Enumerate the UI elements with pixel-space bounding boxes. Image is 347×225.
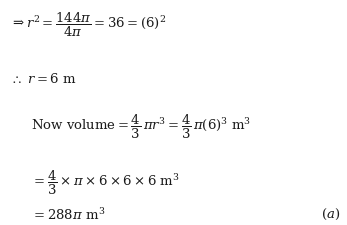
Text: $\mathrm{Now\ volume} = \dfrac{4}{3}\,\pi r^3 = \dfrac{4}{3}\,\pi(6)^3\ \mathrm{: $\mathrm{Now\ volume} = \dfrac{4}{3}\,\p… — [31, 112, 252, 141]
Text: $= \dfrac{4}{3} \times \pi \times 6 \times 6 \times 6\ \mathrm{m}^3$: $= \dfrac{4}{3} \times \pi \times 6 \tim… — [31, 169, 180, 197]
Text: $\Rightarrow r^2 = \dfrac{144\pi}{4\pi} = 36 = (6)^2$: $\Rightarrow r^2 = \dfrac{144\pi}{4\pi} … — [10, 11, 167, 39]
Text: $(a)$: $(a)$ — [321, 207, 340, 222]
Text: $= 288\pi\ \mathrm{m}^3$: $= 288\pi\ \mathrm{m}^3$ — [31, 207, 105, 223]
Text: $\therefore\ r = 6\ \mathrm{m}$: $\therefore\ r = 6\ \mathrm{m}$ — [10, 72, 77, 86]
